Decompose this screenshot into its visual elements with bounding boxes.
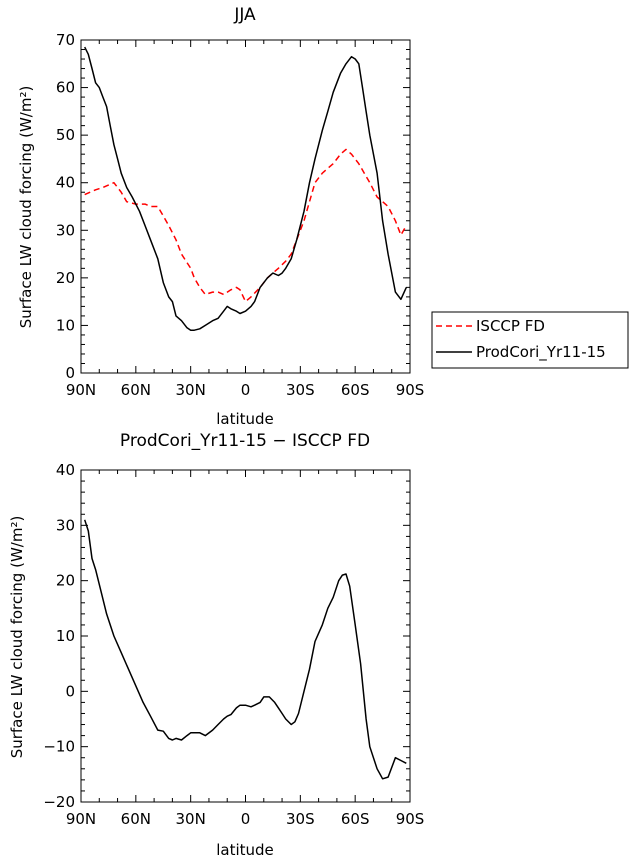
bottom-y-axis-label: Surface LW cloud forcing (W/m²) <box>8 516 26 759</box>
top-x-tick-label: 60N <box>121 381 151 399</box>
top-y-tick-label: 0 <box>65 364 75 382</box>
top-y-tick-label: 30 <box>56 221 75 239</box>
top-x-tick-label: 0 <box>241 381 251 399</box>
top-series-line-1 <box>84 46 407 331</box>
bottom-y-tick-label: 40 <box>56 461 75 479</box>
top-y-tick-label: 10 <box>56 316 75 334</box>
top-x-tick-label: 30S <box>286 381 315 399</box>
top-x-axis-label: latitude <box>216 410 274 428</box>
bottom-y-tick-label: −20 <box>43 793 75 811</box>
legend-box <box>431 311 629 369</box>
top-y-tick-label: 70 <box>56 31 75 49</box>
bottom-y-tick-label: 10 <box>56 627 75 645</box>
legend: ISCCP FD ProdCori_Yr11-15 <box>431 311 629 369</box>
top-y-axis-label: Surface LW cloud forcing (W/m²) <box>17 86 35 329</box>
bottom-y-tick-label: 20 <box>56 572 75 590</box>
top-series-line-0 <box>84 148 407 303</box>
bottom-x-tick-label: 60N <box>121 810 151 828</box>
bottom-series-line-0 <box>83 519 407 780</box>
top-y-tick-label: 20 <box>56 269 75 287</box>
bottom-x-tick-label: 60S <box>341 810 370 828</box>
top-x-tick-label: 30N <box>176 381 206 399</box>
bottom-x-tick-label: 30N <box>176 810 206 828</box>
bottom-y-tick-label: −10 <box>43 738 75 756</box>
bottom-x-tick-label: 90S <box>396 810 425 828</box>
bottom-x-tick-label: 0 <box>241 810 251 828</box>
bottom-x-axis-label: latitude <box>216 841 274 859</box>
top-y-tick-label: 50 <box>56 126 75 144</box>
top-chart-title: JJA <box>233 5 256 25</box>
bottom-x-tick-label: 30S <box>286 810 315 828</box>
top-x-tick-label: 90N <box>66 381 96 399</box>
bottom-plot-frame <box>80 469 411 803</box>
bottom-chart-title: ProdCori_Yr11-15 − ISCCP FD <box>120 431 370 451</box>
top-x-tick-label: 60S <box>341 381 370 399</box>
bottom-y-tick-label: 0 <box>65 682 75 700</box>
bottom-x-tick-label: 90N <box>66 810 96 828</box>
legend-label-prodcori: ProdCori_Yr11-15 <box>476 343 606 362</box>
top-y-tick-label: 60 <box>56 79 75 97</box>
bottom-y-tick-label: 30 <box>56 516 75 534</box>
top-x-tick-label: 90S <box>396 381 425 399</box>
top-y-tick-label: 40 <box>56 174 75 192</box>
top-plot-frame <box>80 39 411 374</box>
legend-label-isccp: ISCCP FD <box>476 317 545 335</box>
